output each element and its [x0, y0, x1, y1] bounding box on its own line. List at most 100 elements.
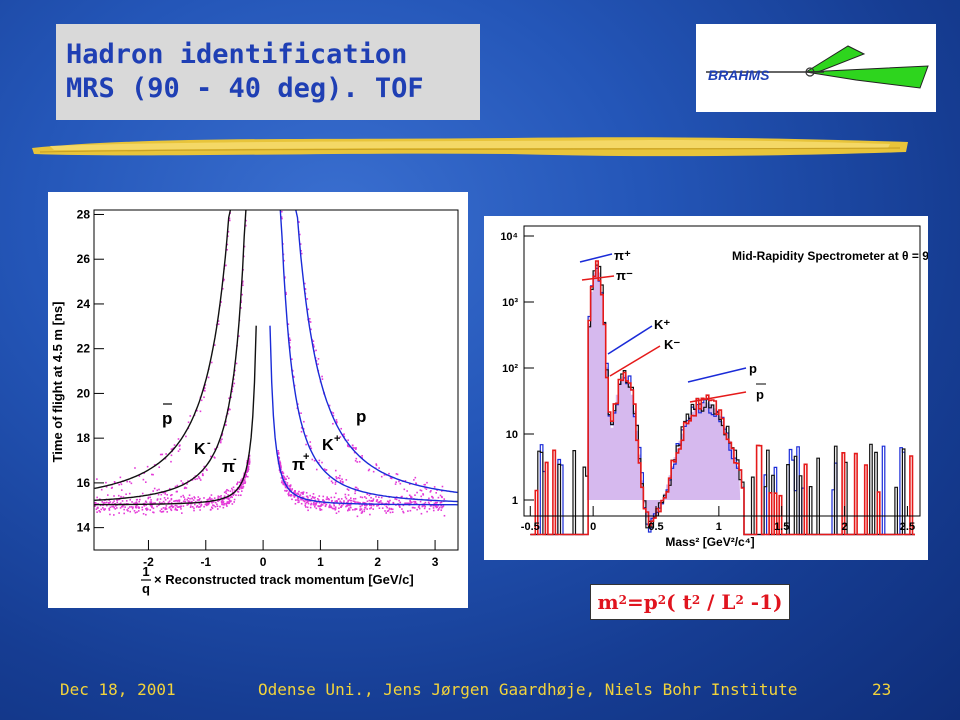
formula-eq: =p — [627, 590, 658, 614]
tof-scatter-point — [137, 510, 140, 512]
tof-scatter-point — [241, 477, 244, 480]
tof-scatter-point — [187, 503, 190, 506]
tof-scatter-point — [433, 486, 436, 488]
tof-scatter-point — [433, 502, 436, 505]
tof-scatter-point — [300, 249, 302, 252]
tof-scatter-point — [369, 513, 371, 516]
tof-scatter-point — [160, 511, 163, 513]
tof-y-tick-label: 16 — [77, 476, 91, 490]
tof-scatter-point — [395, 473, 398, 475]
tof-scatter-point — [109, 506, 112, 509]
tof-scatter-point — [194, 501, 197, 503]
title-underline-stroke — [32, 137, 908, 157]
tof-scatter-point — [248, 458, 250, 460]
tof-scatter-point — [410, 496, 413, 499]
tof-scatter-point — [221, 438, 223, 441]
tof-scatter-point — [312, 343, 315, 346]
tof-scatter-point — [285, 293, 287, 296]
tof-scatter-point — [179, 444, 181, 447]
tof-scatter-point — [175, 499, 177, 502]
tof-scatter-point — [225, 502, 227, 505]
tof-scatter-point — [300, 252, 303, 255]
tof-scatter-point — [182, 482, 184, 484]
tof-scatter-point — [244, 482, 246, 484]
tof-scatter-point — [124, 506, 126, 508]
tof-scatter-point — [279, 465, 281, 467]
tof-mass-curve — [269, 325, 458, 506]
tof-scatter-point — [164, 507, 167, 509]
tof-scatter-point — [375, 463, 378, 465]
tof-scatter-point — [306, 495, 309, 498]
tof-x-tick-label: 2 — [374, 555, 381, 569]
tof-scatter-point — [413, 479, 415, 481]
tof-scatter-point — [335, 477, 338, 480]
tof-scatter-point — [380, 496, 383, 499]
tof-scatter-point — [347, 500, 349, 503]
formula-base: m — [597, 590, 619, 614]
tof-scatter-point — [105, 481, 107, 484]
tof-scatter-point — [423, 502, 426, 505]
tof-scatter-point — [426, 481, 428, 484]
tof-scatter-point — [372, 498, 375, 500]
tof-scatter-point — [173, 500, 175, 503]
tof-scatter-point — [174, 500, 176, 502]
tof-scatter-point — [144, 500, 147, 503]
tof-scatter-point — [328, 477, 330, 479]
tof-scatter-point — [240, 307, 242, 309]
tof-scatter-point — [339, 481, 342, 483]
tof-scatter-point — [320, 508, 323, 511]
tof-scatter-point — [213, 504, 215, 507]
logo-wing-upper — [804, 45, 866, 73]
tof-scatter-point — [126, 480, 128, 483]
tof-scatter-point — [165, 453, 167, 455]
tof-scatter-point — [233, 382, 236, 385]
tof-scatter-point — [363, 504, 366, 507]
tof-scatter-point — [358, 460, 361, 463]
mass-x-tick-label: 0 — [590, 521, 596, 533]
legend-pbar: p — [756, 387, 764, 402]
tof-scatter-point — [118, 512, 120, 514]
tof-scatter-point — [418, 506, 420, 508]
tof-scatter-point — [337, 476, 340, 479]
footer-page-number: 23 — [872, 680, 892, 699]
tof-scatter-point — [359, 496, 362, 498]
tof-scatter-point — [306, 506, 309, 509]
tof-scatter-point — [283, 259, 285, 262]
tof-scatter-point — [219, 505, 221, 508]
tof-scatter-point — [372, 508, 374, 510]
tof-scatter-point — [162, 491, 165, 494]
tof-scatter-point — [308, 318, 311, 320]
tof-scatter-point — [193, 507, 195, 510]
tof-scatter-point — [217, 320, 220, 322]
tof-scatter-point — [212, 501, 215, 503]
tof-scatter-point — [370, 504, 373, 507]
tof-scatter-point — [156, 489, 159, 492]
tof-scatter-point — [322, 499, 324, 502]
tof-scatter-point — [187, 500, 190, 502]
tof-scatter-point — [387, 509, 390, 512]
tof-scatter-point — [239, 485, 241, 488]
tof-scatter-point — [240, 494, 242, 497]
tof-scatter-point — [297, 403, 299, 405]
tof-scatter-point — [325, 469, 328, 471]
tof-scatter-point — [113, 495, 115, 497]
tof-scatter-point — [305, 495, 308, 498]
tof-scatter-point — [378, 501, 381, 503]
tof-scatter-point — [443, 498, 446, 500]
mass-x-tick-label: -0.5 — [521, 521, 540, 533]
tof-scatter-point — [430, 504, 432, 507]
tof-x-axis-frac-den: q — [142, 581, 150, 596]
tof-scatter-point — [289, 485, 292, 488]
tof-scatter-point — [246, 469, 249, 472]
tof-scatter-point — [170, 505, 172, 508]
tof-scatter-point — [308, 320, 311, 323]
tof-scatter-point — [213, 344, 216, 346]
logo-vertex — [805, 67, 815, 77]
tof-scatter-point — [151, 506, 153, 509]
tof-scatter-point — [288, 492, 290, 494]
tof-scatter-point — [356, 461, 359, 463]
tof-scatter-point — [218, 499, 221, 502]
tof-scatter-point — [164, 493, 167, 495]
tof-scatter-point — [222, 501, 225, 504]
tof-scatter-point — [331, 499, 333, 502]
